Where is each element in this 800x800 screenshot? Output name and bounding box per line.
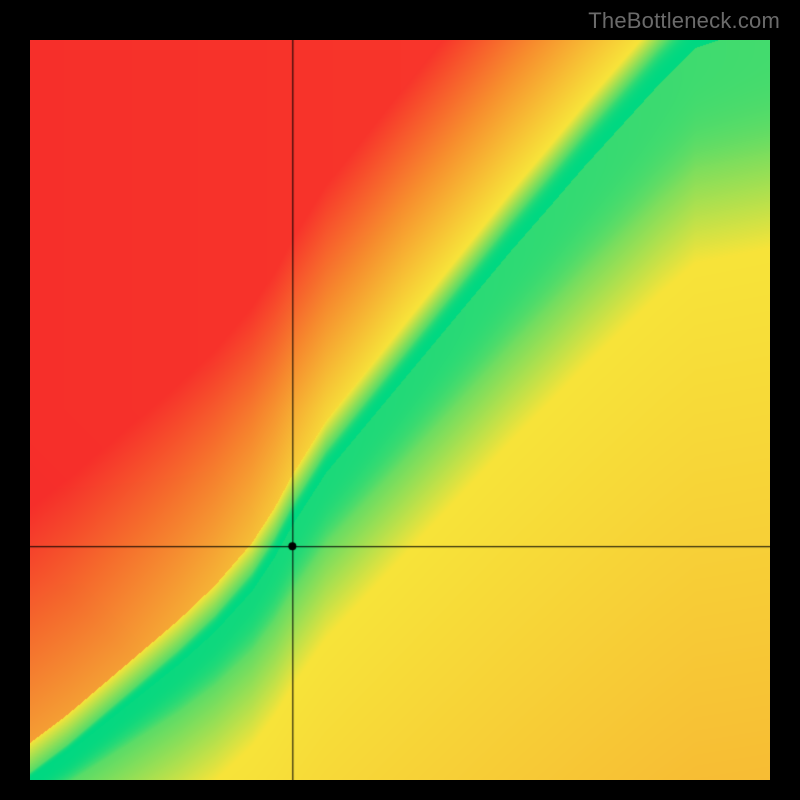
bottleneck-heatmap xyxy=(30,40,770,780)
heatmap-container xyxy=(30,40,770,780)
watermark-text: TheBottleneck.com xyxy=(588,8,780,34)
